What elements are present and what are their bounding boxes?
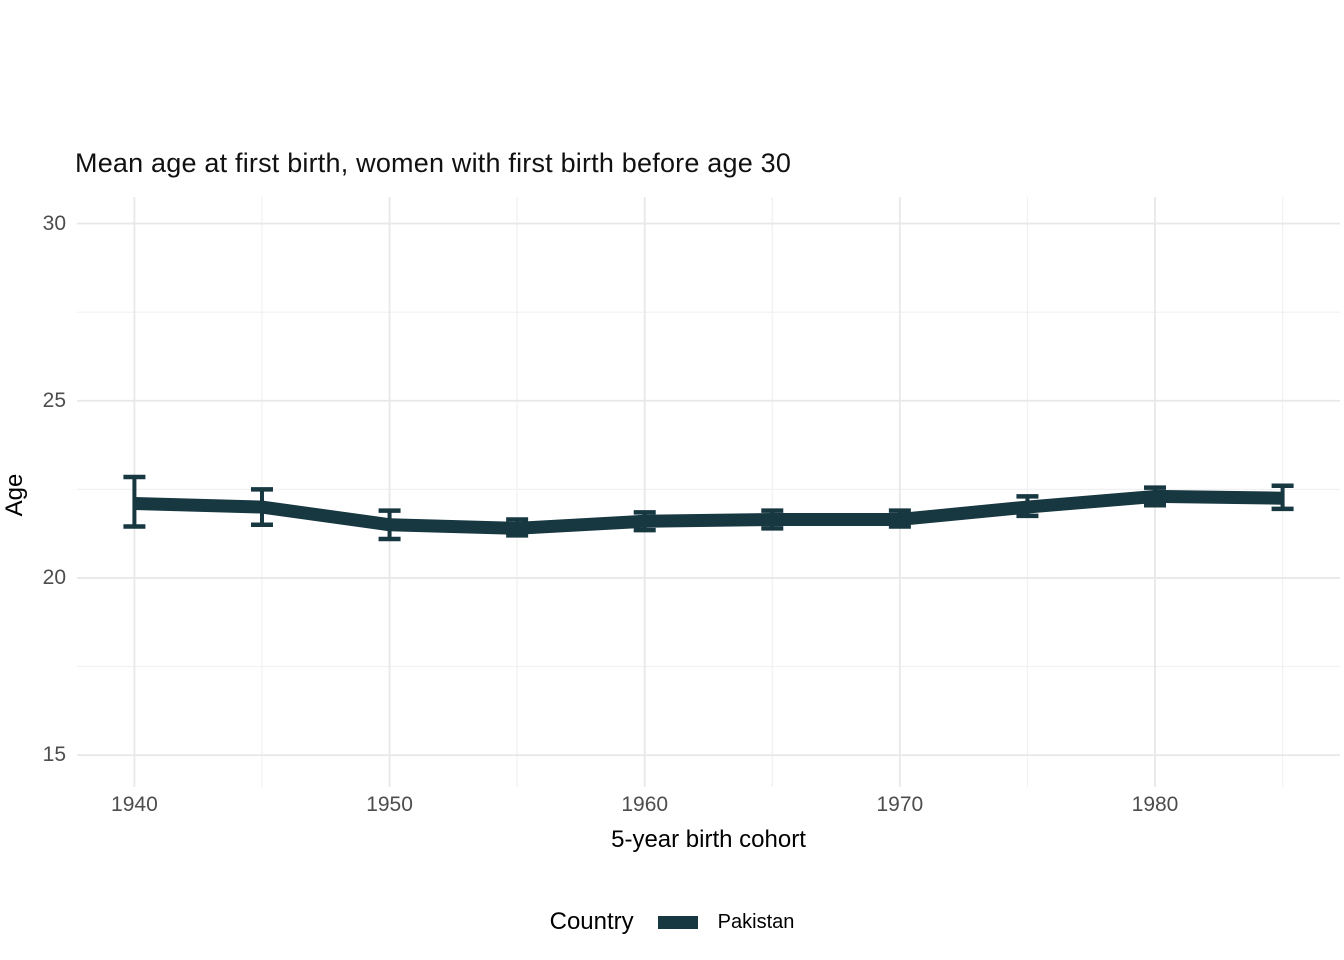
- x-tick-label: 1960: [621, 793, 669, 816]
- legend-title: Country: [549, 908, 634, 935]
- x-tick-label: 1950: [366, 793, 413, 816]
- x-tick-label: 1970: [876, 793, 924, 816]
- legend-label: Pakistan: [717, 910, 795, 933]
- y-tick-label: 30: [42, 211, 66, 235]
- y-tick-label: 20: [42, 565, 66, 589]
- legend: Country Pakistan: [0, 908, 1344, 936]
- y-axis-title: Age: [1, 473, 28, 517]
- plot-panel: [77, 197, 1340, 787]
- y-tick-label: 15: [42, 743, 66, 767]
- y-tick-label: 25: [42, 388, 66, 412]
- chart-title: Mean age at first birth, women with firs…: [75, 148, 792, 178]
- x-tick-label: 1940: [111, 793, 158, 816]
- legend-line-swatch: [657, 915, 698, 929]
- x-tick-label: 1980: [1131, 793, 1179, 816]
- series-line-pakistan: [134, 489, 1283, 535]
- x-axis-title: 5-year birth cohort: [611, 826, 806, 853]
